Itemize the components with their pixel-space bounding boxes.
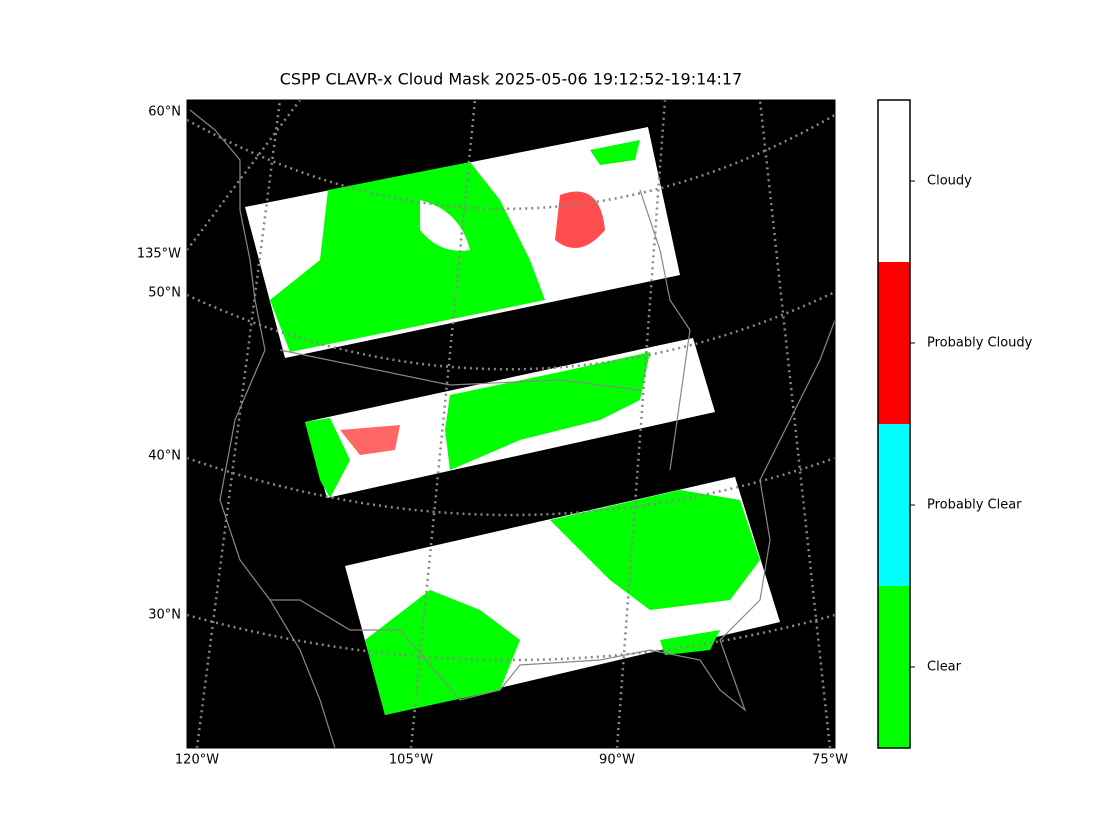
lon-label: 135°W [137,247,181,262]
lat-label: 60°N [148,105,181,120]
colorbar-label: Clear [927,660,962,675]
colorbar-segment [878,100,910,262]
lat-label: 50°N [148,286,181,301]
swath [305,338,715,498]
title: CSPP CLAVR-x Cloud Mask 2025-05-06 19:12… [280,70,742,89]
colorbar-label: Cloudy [927,174,972,189]
swath [245,127,680,358]
coastline [189,109,835,748]
lon-label: 105°W [389,753,433,768]
colorbar-segment [878,262,910,424]
colorbar-label: Probably Cloudy [927,336,1033,351]
colorbar-label: Probably Clear [927,498,1022,513]
colorbar: Clear Probably Clear Probably Cloudy Cloudy [877,99,1033,749]
swath [345,477,780,715]
graticule [187,100,835,748]
lon-label: 120°W [175,753,219,768]
lat-label: 40°N [148,449,181,464]
colorbar-segment [878,424,910,586]
map [186,99,836,749]
lon-label: 75°W [812,753,848,768]
colorbar-frame [877,99,911,749]
lon-label: 90°W [599,753,635,768]
map-frame [186,99,836,749]
lat-label: 30°N [148,608,181,623]
colorbar-segment [878,586,910,748]
